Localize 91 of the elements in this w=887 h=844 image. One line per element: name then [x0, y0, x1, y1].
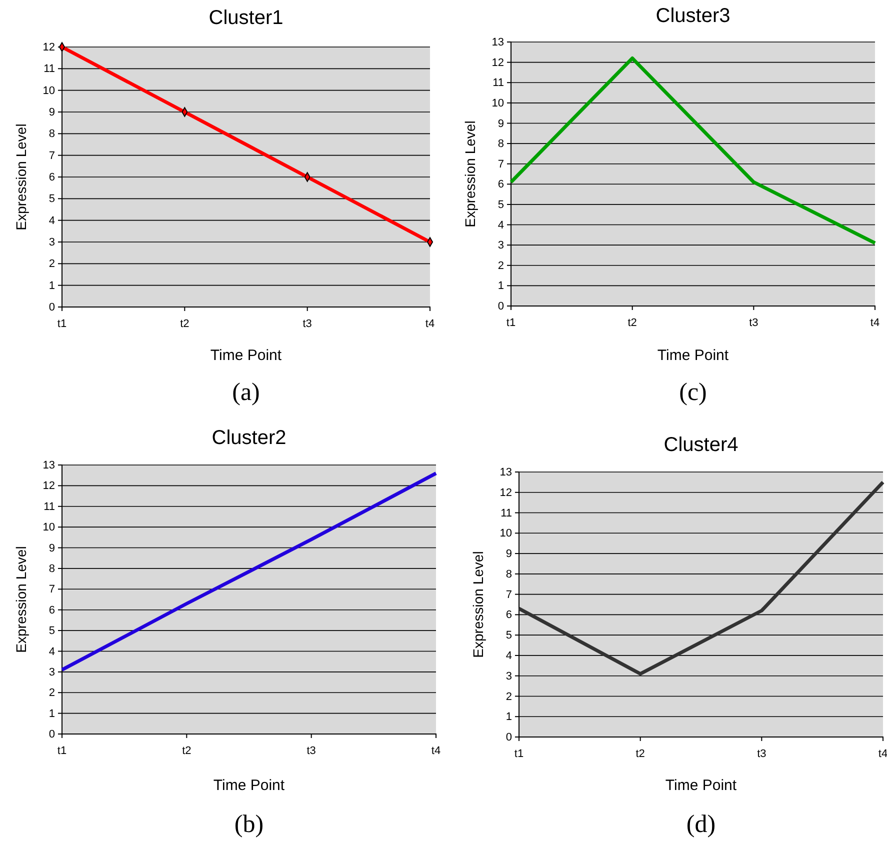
y-tick-label: 6 — [506, 609, 512, 622]
point — [426, 237, 434, 247]
y-tick-label: 8 — [498, 138, 504, 150]
x-tick-label: t1 — [506, 317, 516, 330]
y-tick-label: 11 — [492, 77, 504, 90]
chart-title: Cluster1 — [208, 7, 284, 29]
y-tick-label: 5 — [48, 193, 55, 206]
y-tick-label: 7 — [506, 588, 512, 601]
x-axis-title: Time Point — [665, 777, 738, 794]
x-tick-label: t3 — [306, 745, 316, 758]
x-tick-label: t3 — [302, 318, 312, 330]
y-tick-label: 6 — [48, 172, 55, 184]
y-axis-title: Expression Level — [462, 120, 478, 228]
line-series — [60, 472, 438, 672]
x-tick-label: t4 — [431, 745, 441, 758]
x-tick-label: t3 — [749, 317, 758, 330]
y-tick-label: 5 — [506, 630, 512, 642]
x-tick-label: t2 — [628, 317, 637, 330]
y-tick-label: 1 — [506, 711, 512, 724]
y-tick-label: 2 — [506, 690, 512, 703]
x-axis-title: Time Point — [213, 777, 286, 794]
x-tick-label: t1 — [57, 318, 67, 330]
x-tick-label: t2 — [182, 745, 192, 758]
y-tick-label: 12 — [42, 480, 55, 492]
y-tick-label: 13 — [492, 36, 504, 49]
y-tick-label: 6 — [498, 178, 504, 191]
y-tick-label: 9 — [498, 118, 504, 130]
y-tick-label: 13 — [500, 466, 512, 479]
x-tick-label: t4 — [425, 318, 435, 330]
y-tick-label: 12 — [42, 42, 55, 54]
text: (b) — [234, 811, 264, 838]
y-tick-label: 12 — [492, 56, 504, 69]
y-tick-label: 11 — [44, 63, 55, 76]
y-tick-label: 9 — [506, 548, 512, 560]
x-tick-label: t3 — [757, 748, 766, 760]
y-tick-label: 9 — [48, 106, 55, 119]
y-tick-label: 0 — [506, 732, 512, 744]
point — [58, 42, 66, 52]
y-tick-label: 2 — [48, 258, 55, 270]
x-tick-label: t4 — [870, 317, 880, 330]
y-tick-label: 11 — [44, 500, 55, 513]
y-tick-label: 10 — [492, 97, 504, 110]
x-tick-label: t4 — [878, 748, 887, 760]
y-tick-label: 3 — [48, 666, 55, 678]
chart-title: Cluster3 — [656, 5, 730, 27]
y-axis-title: Expression Level — [13, 124, 29, 230]
y-tick-label: 4 — [498, 219, 504, 232]
y-tick-label: 13 — [42, 460, 55, 472]
y-tick-label: 0 — [48, 728, 55, 741]
x-tick-label: t2 — [180, 318, 190, 330]
y-tick-label: 11 — [500, 507, 512, 520]
y-tick-label: 6 — [48, 604, 55, 616]
y-tick-label: 1 — [48, 708, 55, 720]
y-tick-label: 3 — [506, 670, 512, 682]
y-tick-label: 4 — [48, 646, 55, 658]
y-tick-label: 10 — [500, 528, 512, 540]
x-tick-label: t1 — [514, 748, 524, 760]
x-tick-label: t1 — [57, 745, 67, 758]
y-tick-label: 8 — [506, 568, 512, 580]
y-tick-label: 2 — [48, 687, 55, 700]
y-tick-label: 7 — [498, 158, 504, 170]
text: (d) — [686, 811, 716, 838]
y-axis-title: Expression Level — [13, 546, 29, 653]
y-tick-label: 4 — [48, 214, 55, 227]
y-tick-label: 2 — [498, 260, 504, 272]
y-axis-title: Expression Level — [470, 551, 486, 658]
line-series — [517, 480, 885, 676]
y-tick-label: 8 — [48, 562, 55, 575]
y-tick-label: 1 — [498, 280, 504, 292]
y-tick-label: 1 — [48, 280, 55, 292]
y-tick-label: 8 — [48, 128, 55, 140]
y-tick-label: 10 — [42, 84, 55, 97]
x-axis-title: Time Point — [210, 347, 282, 364]
x-tick-label: t2 — [636, 748, 645, 760]
y-tick-label: 12 — [500, 486, 512, 499]
y-tick-label: 0 — [498, 300, 504, 313]
y-tick-label: 5 — [498, 198, 504, 211]
x-axis-title: Time Point — [657, 347, 730, 364]
chart-title: Cluster2 — [212, 427, 286, 449]
y-tick-label: 10 — [42, 522, 55, 534]
y-tick-label: 9 — [48, 542, 55, 554]
y-tick-label: 7 — [48, 150, 55, 162]
chart-title: Cluster4 — [664, 434, 738, 456]
y-tick-label: 4 — [506, 650, 512, 662]
text: (c) — [679, 379, 707, 406]
y-tick-label: 0 — [48, 302, 55, 314]
text: (a) — [232, 379, 260, 406]
y-tick-label: 7 — [48, 584, 55, 596]
y-tick-label: 3 — [498, 240, 504, 252]
y-tick-label: 3 — [48, 236, 55, 249]
y-tick-label: 5 — [48, 625, 55, 638]
